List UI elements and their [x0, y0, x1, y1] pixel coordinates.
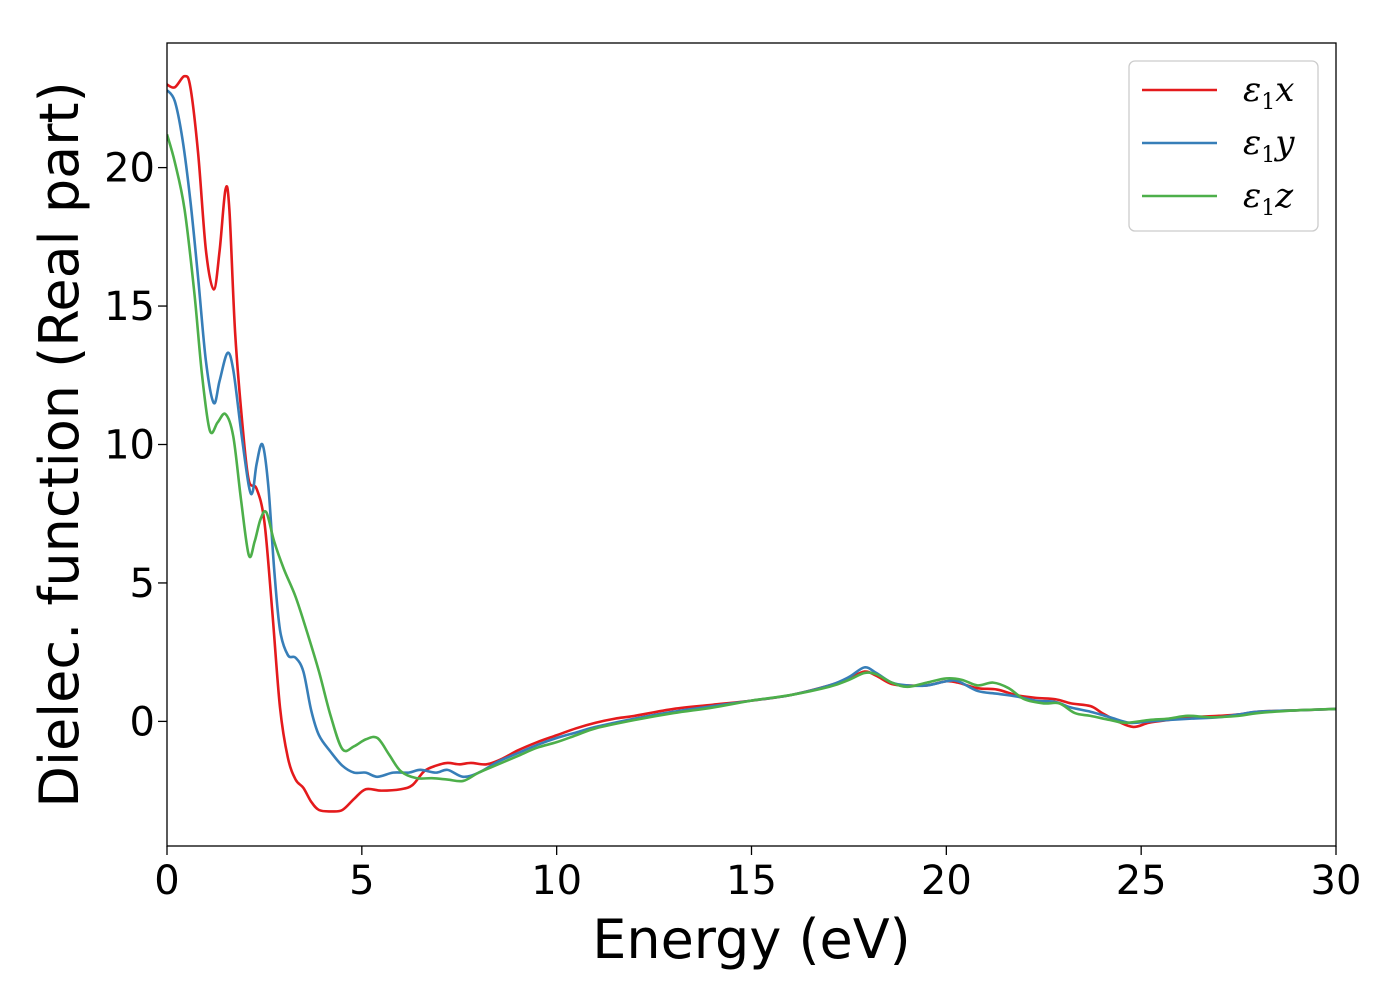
x-tick-label: 5 — [349, 858, 374, 904]
y-tick-label: 20 — [104, 146, 155, 192]
y-axis-ticks: 0 5 10 15 20 — [104, 146, 167, 745]
y-tick-label: 15 — [104, 284, 155, 330]
x-tick-label: 30 — [1311, 858, 1362, 904]
legend: ε1x ε1y ε1z — [1128, 60, 1319, 232]
legend-label-y: ε1y — [1243, 123, 1295, 168]
y-axis-title: Dielec. function (Real part) — [28, 81, 91, 807]
x-axis-title: Energy (eV) — [592, 908, 911, 971]
y-tick-label: 0 — [130, 699, 155, 745]
legend-label-z: ε1z — [1243, 176, 1294, 221]
series-line-z — [167, 134, 1336, 783]
x-tick-label: 20 — [921, 858, 972, 904]
legend-box — [1128, 60, 1319, 232]
x-tick-label: 25 — [1116, 858, 1167, 904]
x-tick-label: 10 — [531, 858, 582, 904]
legend-label-x: ε1x — [1243, 70, 1294, 115]
x-tick-label: 0 — [154, 858, 179, 904]
y-tick-label: 5 — [130, 561, 155, 607]
x-axis-ticks: 0 5 10 15 20 25 30 — [154, 846, 1361, 904]
x-tick-label: 15 — [726, 858, 777, 904]
y-tick-label: 10 — [104, 423, 155, 469]
